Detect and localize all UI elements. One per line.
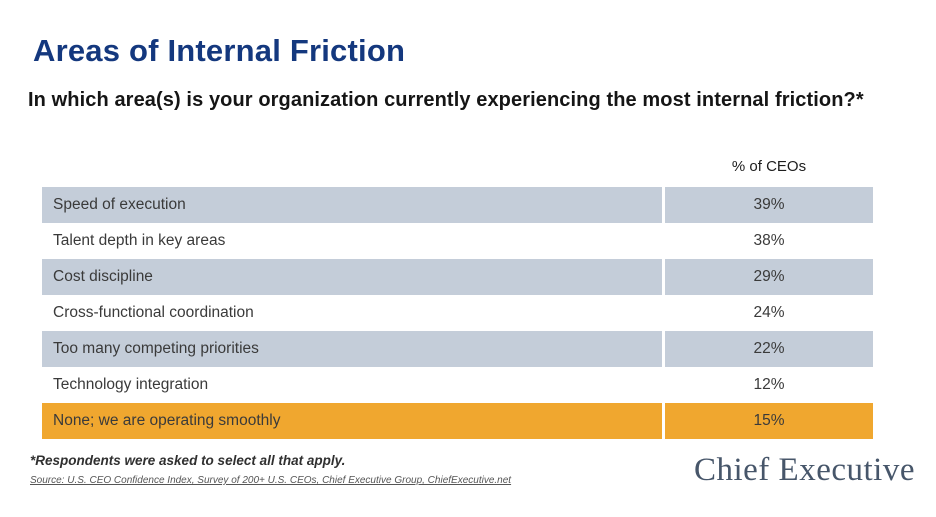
table-row: Talent depth in key areas 38% xyxy=(42,223,873,259)
row-value: 24% xyxy=(662,295,873,331)
row-value: 12% xyxy=(662,367,873,403)
row-value: 39% xyxy=(662,187,873,223)
footnote: *Respondents were asked to select all th… xyxy=(30,453,346,468)
table-row-highlighted: None; we are operating smoothly 15% xyxy=(42,403,873,439)
row-label: Cost discipline xyxy=(53,268,153,285)
row-value: 15% xyxy=(662,403,873,439)
row-value: 29% xyxy=(662,259,873,295)
row-label: None; we are operating smoothly xyxy=(53,412,281,429)
row-label: Too many competing priorities xyxy=(53,340,259,357)
source-citation-link[interactable]: Source: U.S. CEO Confidence Index, Surve… xyxy=(30,475,512,486)
row-label: Cross-functional coordination xyxy=(53,304,254,321)
friction-table: Speed of execution 39% Talent depth in k… xyxy=(42,187,873,439)
row-label: Technology integration xyxy=(53,376,209,393)
table-row: Cross-functional coordination 24% xyxy=(42,295,873,331)
table-row: Too many competing priorities 22% xyxy=(42,331,873,367)
chief-executive-logo: Chief Executive xyxy=(693,452,915,488)
row-value: 22% xyxy=(662,331,873,367)
page-title: Areas of Internal Friction xyxy=(33,33,406,68)
table-row: Technology integration 12% xyxy=(42,367,873,403)
row-label: Talent depth in key areas xyxy=(53,232,226,249)
table-row: Speed of execution 39% xyxy=(42,187,873,223)
row-value: 38% xyxy=(662,223,873,259)
column-header-percent-of-ceos: % of CEOs xyxy=(731,158,807,175)
survey-question: In which area(s) is your organization cu… xyxy=(28,89,864,111)
row-label: Speed of execution xyxy=(53,196,186,213)
table-row: Cost discipline 29% xyxy=(42,259,873,295)
